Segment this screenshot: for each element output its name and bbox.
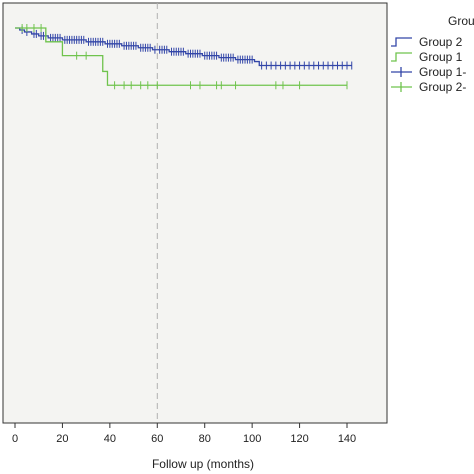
x-axis-title: Follow up (months) — [152, 457, 254, 471]
legend-label: Group 1- — [419, 65, 466, 79]
legend-label: Group 2- — [419, 80, 466, 94]
plot-background — [2, 2, 388, 424]
legend-label: Group 2 — [419, 35, 463, 49]
legend-item: Group 1- — [391, 65, 466, 79]
series-layer — [15, 24, 353, 90]
legend-step-symbol — [391, 37, 412, 47]
x-tick-label: 20 — [56, 433, 68, 445]
x-tick-label: 80 — [199, 433, 211, 445]
x-tick-label: 100 — [243, 433, 261, 445]
legend-item: Group 2- — [391, 80, 466, 94]
x-tick-label: 120 — [290, 433, 308, 445]
legend-item: Group 2 — [391, 35, 463, 49]
legend-title: Grou — [448, 14, 474, 28]
legend-item: Group 1 — [391, 50, 463, 64]
x-tick-label: 0 — [12, 433, 18, 445]
x-tick-label: 60 — [151, 433, 163, 445]
survival-curve — [15, 27, 347, 86]
x-tick-label: 140 — [338, 433, 356, 445]
legend-step-symbol — [391, 52, 412, 62]
x-tick-label: 40 — [104, 433, 116, 445]
x-axis: 0 20 40 60 80 100 120 140 — [12, 423, 356, 445]
legend-label: Group 1 — [419, 50, 463, 64]
